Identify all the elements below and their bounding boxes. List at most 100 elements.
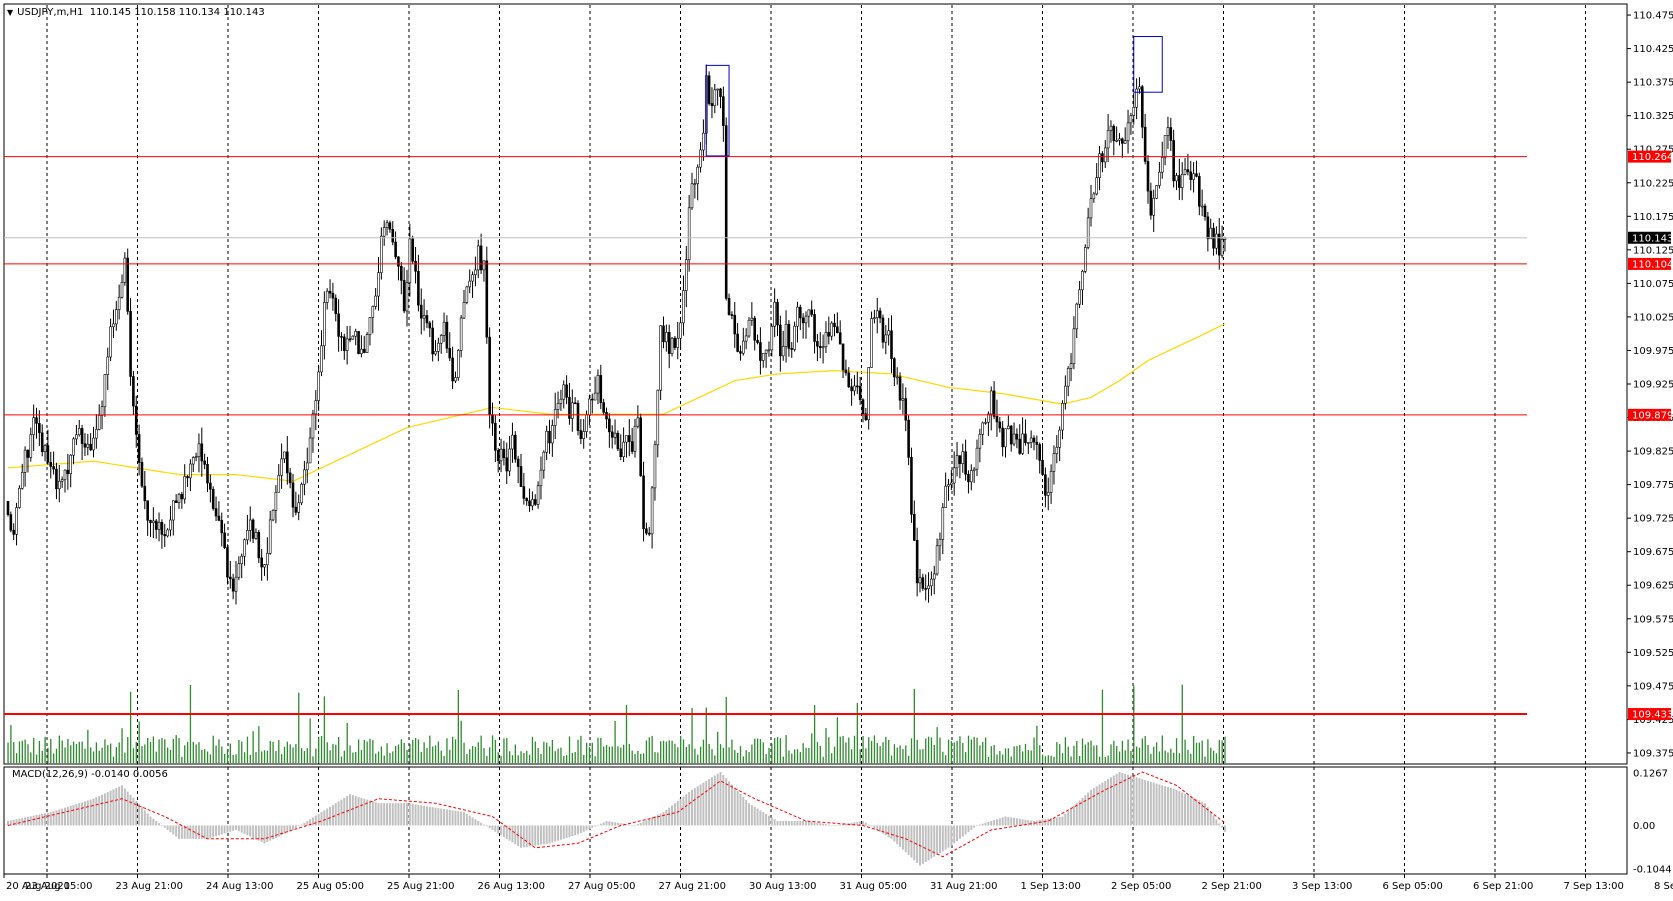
macd-histogram-bar — [1007, 817, 1010, 826]
volume-bar — [192, 741, 194, 763]
macd-histogram-bar — [1018, 818, 1021, 826]
candle-body — [875, 310, 879, 319]
candle-body — [152, 520, 155, 523]
price-tick-label: 109.625 — [1633, 581, 1673, 592]
candle-body — [468, 280, 472, 288]
volume-bar — [369, 738, 371, 763]
marker-rectangle — [705, 64, 730, 157]
volume-bar — [902, 748, 904, 763]
macd-histogram-bar — [582, 825, 585, 832]
candle-body — [719, 88, 722, 97]
macd-histogram-bar — [833, 825, 836, 826]
macd-histogram-bar — [252, 825, 255, 838]
volume-bar — [232, 754, 234, 763]
volume-bar — [90, 747, 92, 763]
candle-body — [75, 434, 78, 440]
candle-body — [687, 207, 691, 260]
candle-body — [285, 451, 289, 474]
volume-bar — [577, 739, 579, 763]
time-tick-label: 6 Sep 21:00 — [1473, 881, 1533, 892]
volume-bar — [372, 740, 374, 763]
candle-body — [1126, 122, 1130, 142]
macd-histogram-bar — [306, 821, 309, 826]
volume-bar — [1221, 740, 1223, 763]
candle-body — [186, 476, 189, 479]
macd-pane-frame — [3, 766, 1628, 875]
macd-histogram-bar — [192, 825, 195, 839]
candle-body — [1135, 88, 1138, 108]
volume-bar — [1204, 756, 1206, 763]
volume-bar — [363, 739, 365, 763]
macd-histogram-bar — [260, 825, 263, 842]
volume-bar — [110, 743, 112, 763]
volume-bar — [189, 685, 192, 763]
triangle-down-icon[interactable]: ▼ — [7, 8, 14, 17]
candle-body — [163, 534, 167, 537]
candle-body — [172, 500, 175, 521]
volume-bar — [605, 745, 608, 763]
macd-histogram-bar — [765, 813, 768, 826]
candle-body — [551, 425, 554, 444]
candle-body — [548, 430, 551, 444]
volume-bar — [1110, 744, 1112, 763]
price-tick-label: 109.725 — [1633, 514, 1673, 525]
candle-body — [229, 576, 232, 580]
macd-histogram-bar — [608, 821, 611, 826]
volume-bar — [269, 740, 271, 763]
volume-bar — [825, 728, 827, 763]
price-tick-label: 110.125 — [1633, 245, 1673, 256]
candle-body — [767, 349, 771, 352]
candle-body — [72, 438, 75, 456]
macd-histogram-bar — [1169, 788, 1172, 826]
macd-histogram-bar — [334, 803, 337, 826]
candle-body — [6, 501, 10, 515]
volume-bar — [1218, 739, 1220, 763]
macd-histogram-bar — [1101, 782, 1104, 826]
candle-body — [397, 256, 400, 267]
time-tick-label: 27 Aug 21:00 — [659, 881, 726, 892]
price-tick-label: 109.575 — [1633, 614, 1673, 625]
macd-histogram-bar — [69, 805, 72, 826]
candle-body — [451, 357, 454, 382]
candle-body — [847, 372, 851, 388]
macd-histogram-bar — [534, 825, 537, 846]
candle-body — [479, 245, 483, 271]
candle-body — [522, 486, 526, 499]
macd-histogram-bar — [1087, 792, 1090, 826]
volume-bar — [33, 737, 35, 763]
candle-body — [665, 332, 668, 343]
volume-bar — [688, 744, 690, 763]
candle-body — [821, 346, 825, 349]
candle-body — [380, 235, 383, 273]
volume-bar — [112, 756, 115, 763]
macd-histogram-bar — [913, 825, 916, 861]
macd-histogram-bar — [303, 822, 306, 826]
candle-body — [733, 314, 737, 335]
macd-histogram-bar — [92, 798, 95, 826]
macd-histogram-bar — [525, 825, 528, 847]
volume-bar — [1084, 744, 1086, 763]
candle-body — [115, 309, 118, 325]
volume-bar — [631, 750, 633, 763]
volume-bar — [1047, 755, 1049, 763]
candle-body — [342, 336, 346, 351]
volume-bar — [78, 741, 80, 763]
macd-histogram-bar — [457, 811, 460, 826]
volume-bar — [717, 731, 719, 763]
candle-body — [764, 349, 768, 354]
macd-histogram-bar — [101, 794, 104, 826]
macd-histogram-bar — [95, 797, 98, 826]
time-tick-label: 3 Sep 13:00 — [1292, 881, 1352, 892]
candle-body — [18, 488, 21, 508]
volume-bar — [198, 742, 200, 763]
volume-bar — [149, 741, 152, 763]
volume-bar — [1076, 740, 1078, 763]
candle-body — [414, 260, 417, 272]
candle-body — [798, 306, 802, 319]
volume-bar — [50, 738, 52, 763]
macd-histogram-bar — [676, 800, 679, 826]
volume-bar — [759, 739, 762, 763]
macd-histogram-bar — [568, 825, 571, 838]
macd-histogram-bar — [973, 825, 976, 828]
